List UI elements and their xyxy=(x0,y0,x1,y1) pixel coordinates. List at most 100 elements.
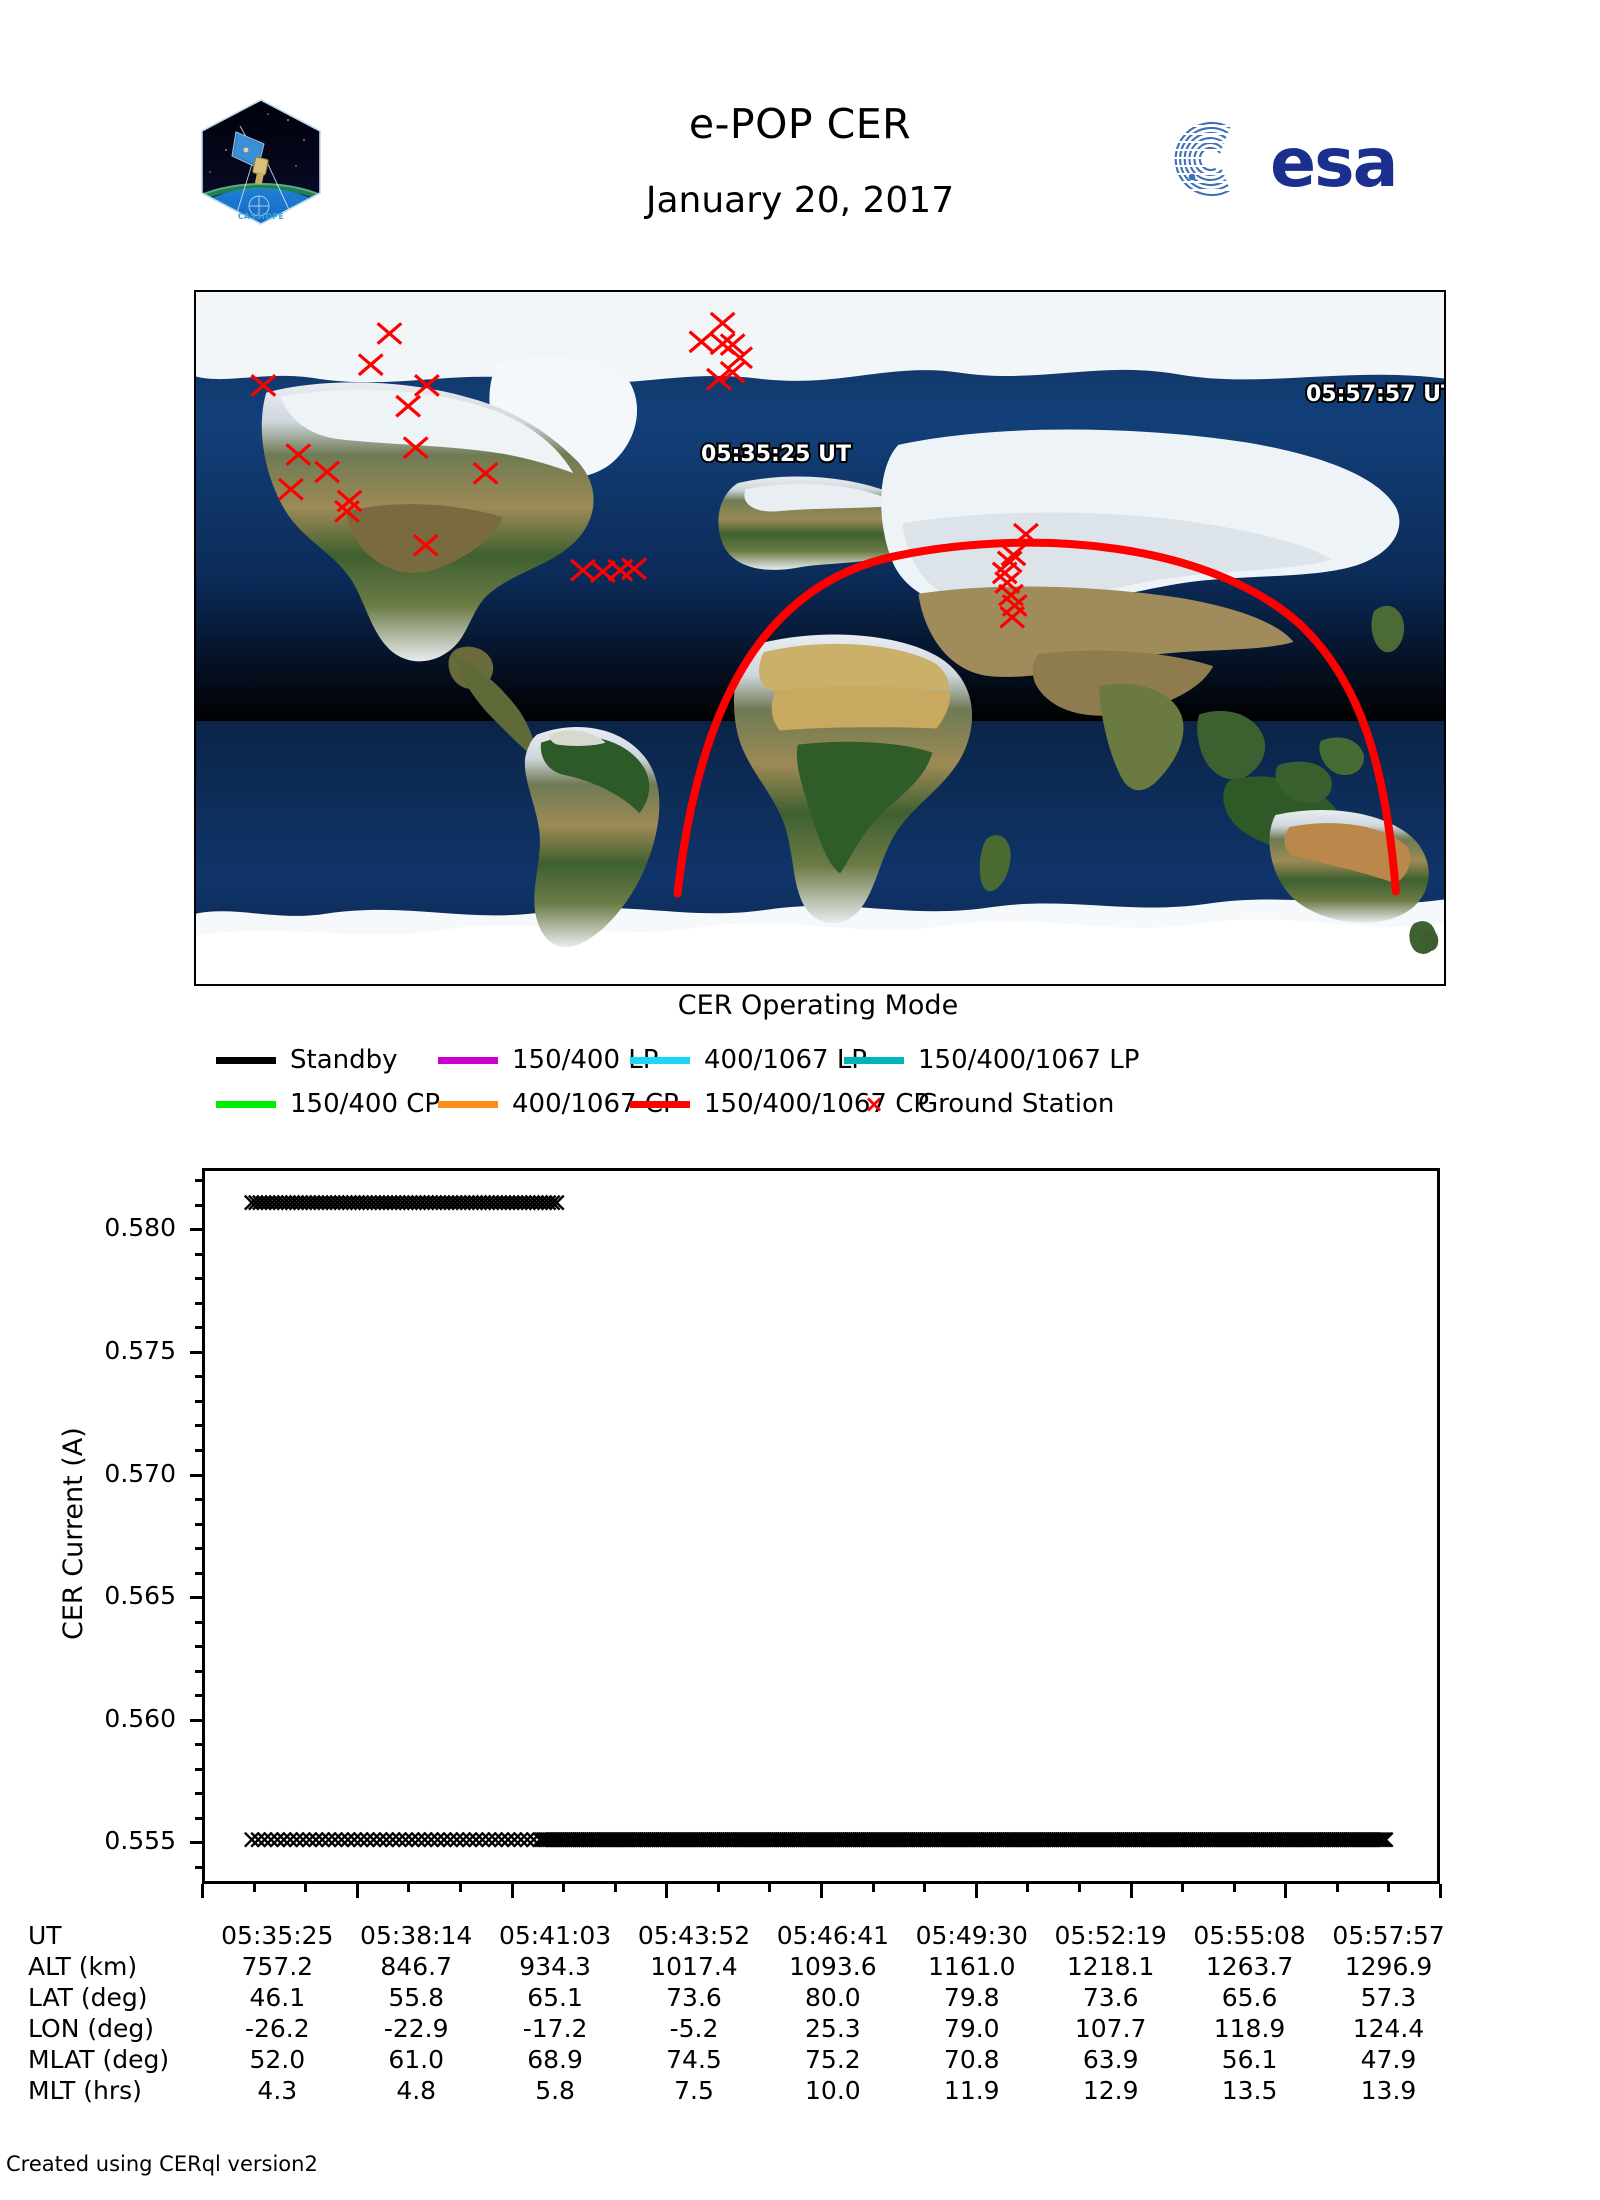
scatter-series-layer xyxy=(243,1194,1394,1848)
ground-station-marker xyxy=(359,354,383,374)
y-axis-minor-tick xyxy=(195,1816,202,1820)
x-axis-minor-tick xyxy=(1077,1884,1081,1892)
ground-station-marker xyxy=(396,396,420,416)
table-cell: 65.6 xyxy=(1221,1983,1278,2012)
table-cell: 05:41:03 xyxy=(498,1921,612,1950)
legend-item-standby[interactable]: Standby xyxy=(216,1045,398,1075)
table-cell: 79.8 xyxy=(943,1983,1000,2012)
x-axis-tick-mark xyxy=(974,1884,978,1898)
table-cell: 13.9 xyxy=(1360,2076,1417,2105)
legend-item-150-400-1067-cp[interactable]: 150/400/1067 CP xyxy=(630,1089,929,1119)
data-point-marker xyxy=(429,1831,446,1848)
y-axis-minor-tick xyxy=(195,1767,202,1771)
data-point-marker xyxy=(275,1831,292,1848)
legend-item-label: 150/400/1067 LP xyxy=(918,1045,1140,1075)
x-axis-minor-tick xyxy=(252,1884,256,1892)
data-point-marker xyxy=(423,1831,440,1848)
ground-station-marker xyxy=(622,559,646,579)
cassiope-mission-logo: CASSIOPE xyxy=(196,98,326,226)
y-axis-label-text: CER Current (A) xyxy=(58,1427,89,1640)
data-point-marker xyxy=(487,1831,504,1848)
world-map-panel[interactable]: 05:35:25 UT 05:57:57 UT xyxy=(194,290,1446,986)
x-axis-minor-tick xyxy=(1181,1884,1185,1892)
x-axis-minor-tick xyxy=(768,1884,772,1892)
y-axis-tick-label: 0.580 xyxy=(104,1213,176,1243)
legend-item-150-400-lp[interactable]: 150/400 LP xyxy=(438,1045,658,1075)
x-axis-tick-mark xyxy=(355,1884,359,1898)
x-axis-minor-tick xyxy=(613,1884,617,1892)
y-axis-minor-tick xyxy=(195,1252,202,1256)
table-cell: 05:35:25 xyxy=(221,1921,334,1950)
ground-station-marker xyxy=(286,444,310,464)
scatter-series xyxy=(243,1194,565,1211)
y-axis-tick-mark xyxy=(190,1841,202,1845)
data-point-marker xyxy=(243,1831,260,1848)
table-cell: 05:43:52 xyxy=(637,1921,751,1950)
table-row-header: UT xyxy=(28,1921,62,1950)
data-point-marker xyxy=(295,1831,311,1848)
ground-station-marker xyxy=(721,334,745,354)
x-axis-minor-tick xyxy=(562,1884,566,1892)
table-cell: -22.9 xyxy=(383,2014,449,2043)
table-cell: 55.8 xyxy=(388,1983,445,2012)
data-point-marker xyxy=(442,1831,459,1848)
footer-credit: Created using CERql version2 xyxy=(6,2152,318,2176)
data-point-marker xyxy=(481,1831,497,1848)
x-axis-tick-mark xyxy=(1284,1884,1288,1898)
table-cell: 68.9 xyxy=(527,2045,583,2074)
ground-station-marker xyxy=(1014,524,1038,544)
ground-station-marker xyxy=(711,313,735,333)
y-axis-minor-tick xyxy=(195,1228,202,1232)
table-cell: 757.2 xyxy=(241,1952,314,1981)
legend-item-ground-station[interactable]: × Ground Station xyxy=(844,1089,1114,1119)
table-cell: 61.0 xyxy=(388,2045,445,2074)
ground-station-marker xyxy=(378,323,402,343)
table-row-header: LON (deg) xyxy=(28,2014,154,2043)
data-point-marker xyxy=(493,1831,510,1848)
data-point-marker xyxy=(340,1831,356,1848)
table-cell: 5.8 xyxy=(535,2076,575,2105)
data-point-marker xyxy=(314,1831,331,1848)
y-axis-minor-tick xyxy=(195,1375,202,1379)
y-axis-minor-tick xyxy=(195,1424,202,1428)
data-point-marker xyxy=(1373,1831,1390,1848)
y-axis-minor-tick xyxy=(195,1203,202,1207)
ground-station-marker xyxy=(279,479,303,499)
x-axis-minor-tick xyxy=(1232,1884,1236,1892)
table-cell: 4.8 xyxy=(396,2076,437,2105)
table-cell: 1218.1 xyxy=(1066,1952,1155,1981)
y-axis-minor-tick xyxy=(195,1718,202,1722)
data-point-marker xyxy=(256,1831,273,1848)
x-axis-minor-tick xyxy=(1026,1884,1030,1892)
cassiope-logo-caption: CASSIOPE xyxy=(238,212,284,221)
legend-item-label: 400/1067 LP xyxy=(704,1045,867,1075)
legend-item-label: Ground Station xyxy=(918,1089,1115,1119)
table-cell: -5.2 xyxy=(669,2014,719,2043)
y-axis-minor-tick xyxy=(195,1350,202,1354)
y-axis-minor-tick xyxy=(195,1326,202,1330)
esa-logo-wordmark: esa xyxy=(1270,124,1396,198)
legend-color-swatch xyxy=(216,1100,276,1108)
x-axis-tick-mark xyxy=(1439,1884,1442,1898)
legend-color-swatch xyxy=(216,1056,276,1064)
table-cell: 52.0 xyxy=(249,2045,306,2074)
x-axis-tick-mark xyxy=(665,1884,669,1898)
ground-station-marker xyxy=(1000,607,1024,627)
y-axis-minor-tick xyxy=(195,1571,202,1575)
table-cell: 1296.9 xyxy=(1344,1952,1433,1981)
x-axis-tick-mark xyxy=(201,1884,204,1898)
data-point-marker xyxy=(269,1831,286,1848)
table-cell: 1161.0 xyxy=(928,1952,1016,1981)
y-axis-minor-tick xyxy=(195,1179,202,1183)
table-cell: 80.0 xyxy=(805,1983,861,2012)
x-axis-minor-tick xyxy=(871,1884,875,1892)
table-row: LAT (deg) 46.1 55.8 65.1 73.6 80.0 79.8 73.6 65.… xyxy=(28,1982,1458,2013)
legend-item-150-400-1067-lp[interactable]: 150/400/1067 LP xyxy=(844,1045,1139,1075)
legend-item-150-400-cp[interactable]: 150/400 CP xyxy=(216,1089,440,1119)
y-axis-minor-tick xyxy=(195,1448,202,1452)
cer-current-plot[interactable] xyxy=(202,1168,1440,1884)
table-cell: 70.8 xyxy=(943,2045,1000,2074)
legend-item-400-1067-lp[interactable]: 400/1067 LP xyxy=(630,1045,867,1075)
data-point-marker xyxy=(365,1831,382,1848)
esa-logo: esa xyxy=(1158,120,1458,203)
